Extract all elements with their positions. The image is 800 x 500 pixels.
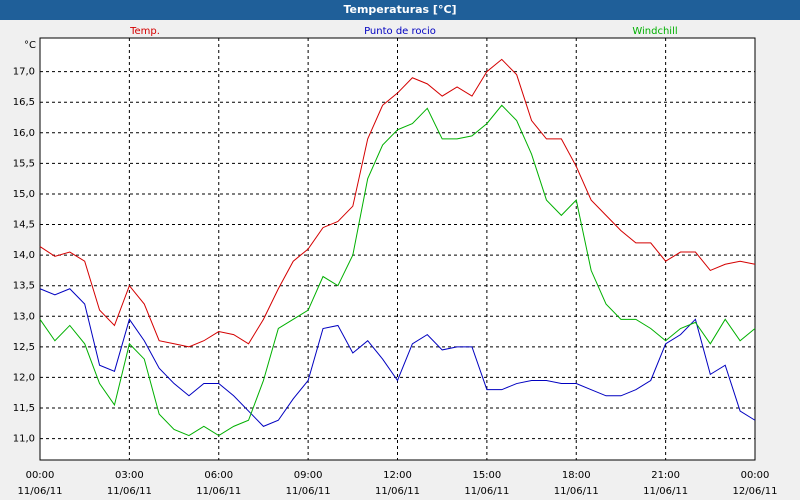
chart-title: Temperaturas [°C] [343, 3, 456, 16]
y-tick-label: 15,0 [13, 189, 35, 200]
legend-entry: Temp. [129, 26, 160, 37]
x-tick-label: 06:00 [204, 470, 233, 481]
x-tick-label: 03:00 [115, 470, 144, 481]
y-tick-label: 14,5 [13, 220, 35, 231]
x-tick-date: 11/06/11 [375, 486, 420, 497]
y-tick-label: 13,5 [13, 281, 35, 292]
y-tick-label: 12,5 [13, 342, 35, 353]
y-tick-label: 14,0 [13, 250, 35, 261]
y-unit: °C [24, 40, 36, 51]
y-tick-label: 12,0 [13, 372, 35, 383]
x-tick-date: 11/06/11 [107, 486, 152, 497]
x-tick-date: 11/06/11 [18, 486, 63, 497]
y-tick-label: 16,5 [13, 97, 35, 108]
x-tick-label: 12:00 [383, 470, 412, 481]
x-tick-label: 18:00 [562, 470, 591, 481]
x-tick-label: 00:00 [26, 470, 55, 481]
y-tick-label: 11,5 [13, 403, 35, 414]
title-bar [0, 0, 800, 20]
y-tick-label: 13,0 [13, 311, 35, 322]
series-line [39, 58, 756, 348]
legend-entry: Windchill [632, 26, 677, 37]
y-tick-label: 15,5 [13, 158, 35, 169]
series-line [39, 288, 756, 427]
x-tick-label: 09:00 [294, 470, 323, 481]
y-tick-label: 16,0 [13, 128, 35, 139]
x-tick-date: 11/06/11 [643, 486, 688, 497]
legend-entry: Punto de rocio [364, 26, 436, 37]
series-line [39, 104, 756, 437]
x-tick-label: 15:00 [472, 470, 501, 481]
x-tick-date: 11/06/11 [464, 486, 509, 497]
x-tick-date: 12/06/11 [733, 486, 778, 497]
x-tick-date: 11/06/11 [554, 486, 599, 497]
x-tick-label: 00:00 [741, 470, 770, 481]
x-tick-date: 11/06/11 [286, 486, 331, 497]
y-tick-label: 17,0 [13, 67, 35, 78]
x-tick-date: 11/06/11 [196, 486, 241, 497]
y-tick-label: 11,0 [13, 434, 35, 445]
x-tick-label: 21:00 [651, 470, 680, 481]
